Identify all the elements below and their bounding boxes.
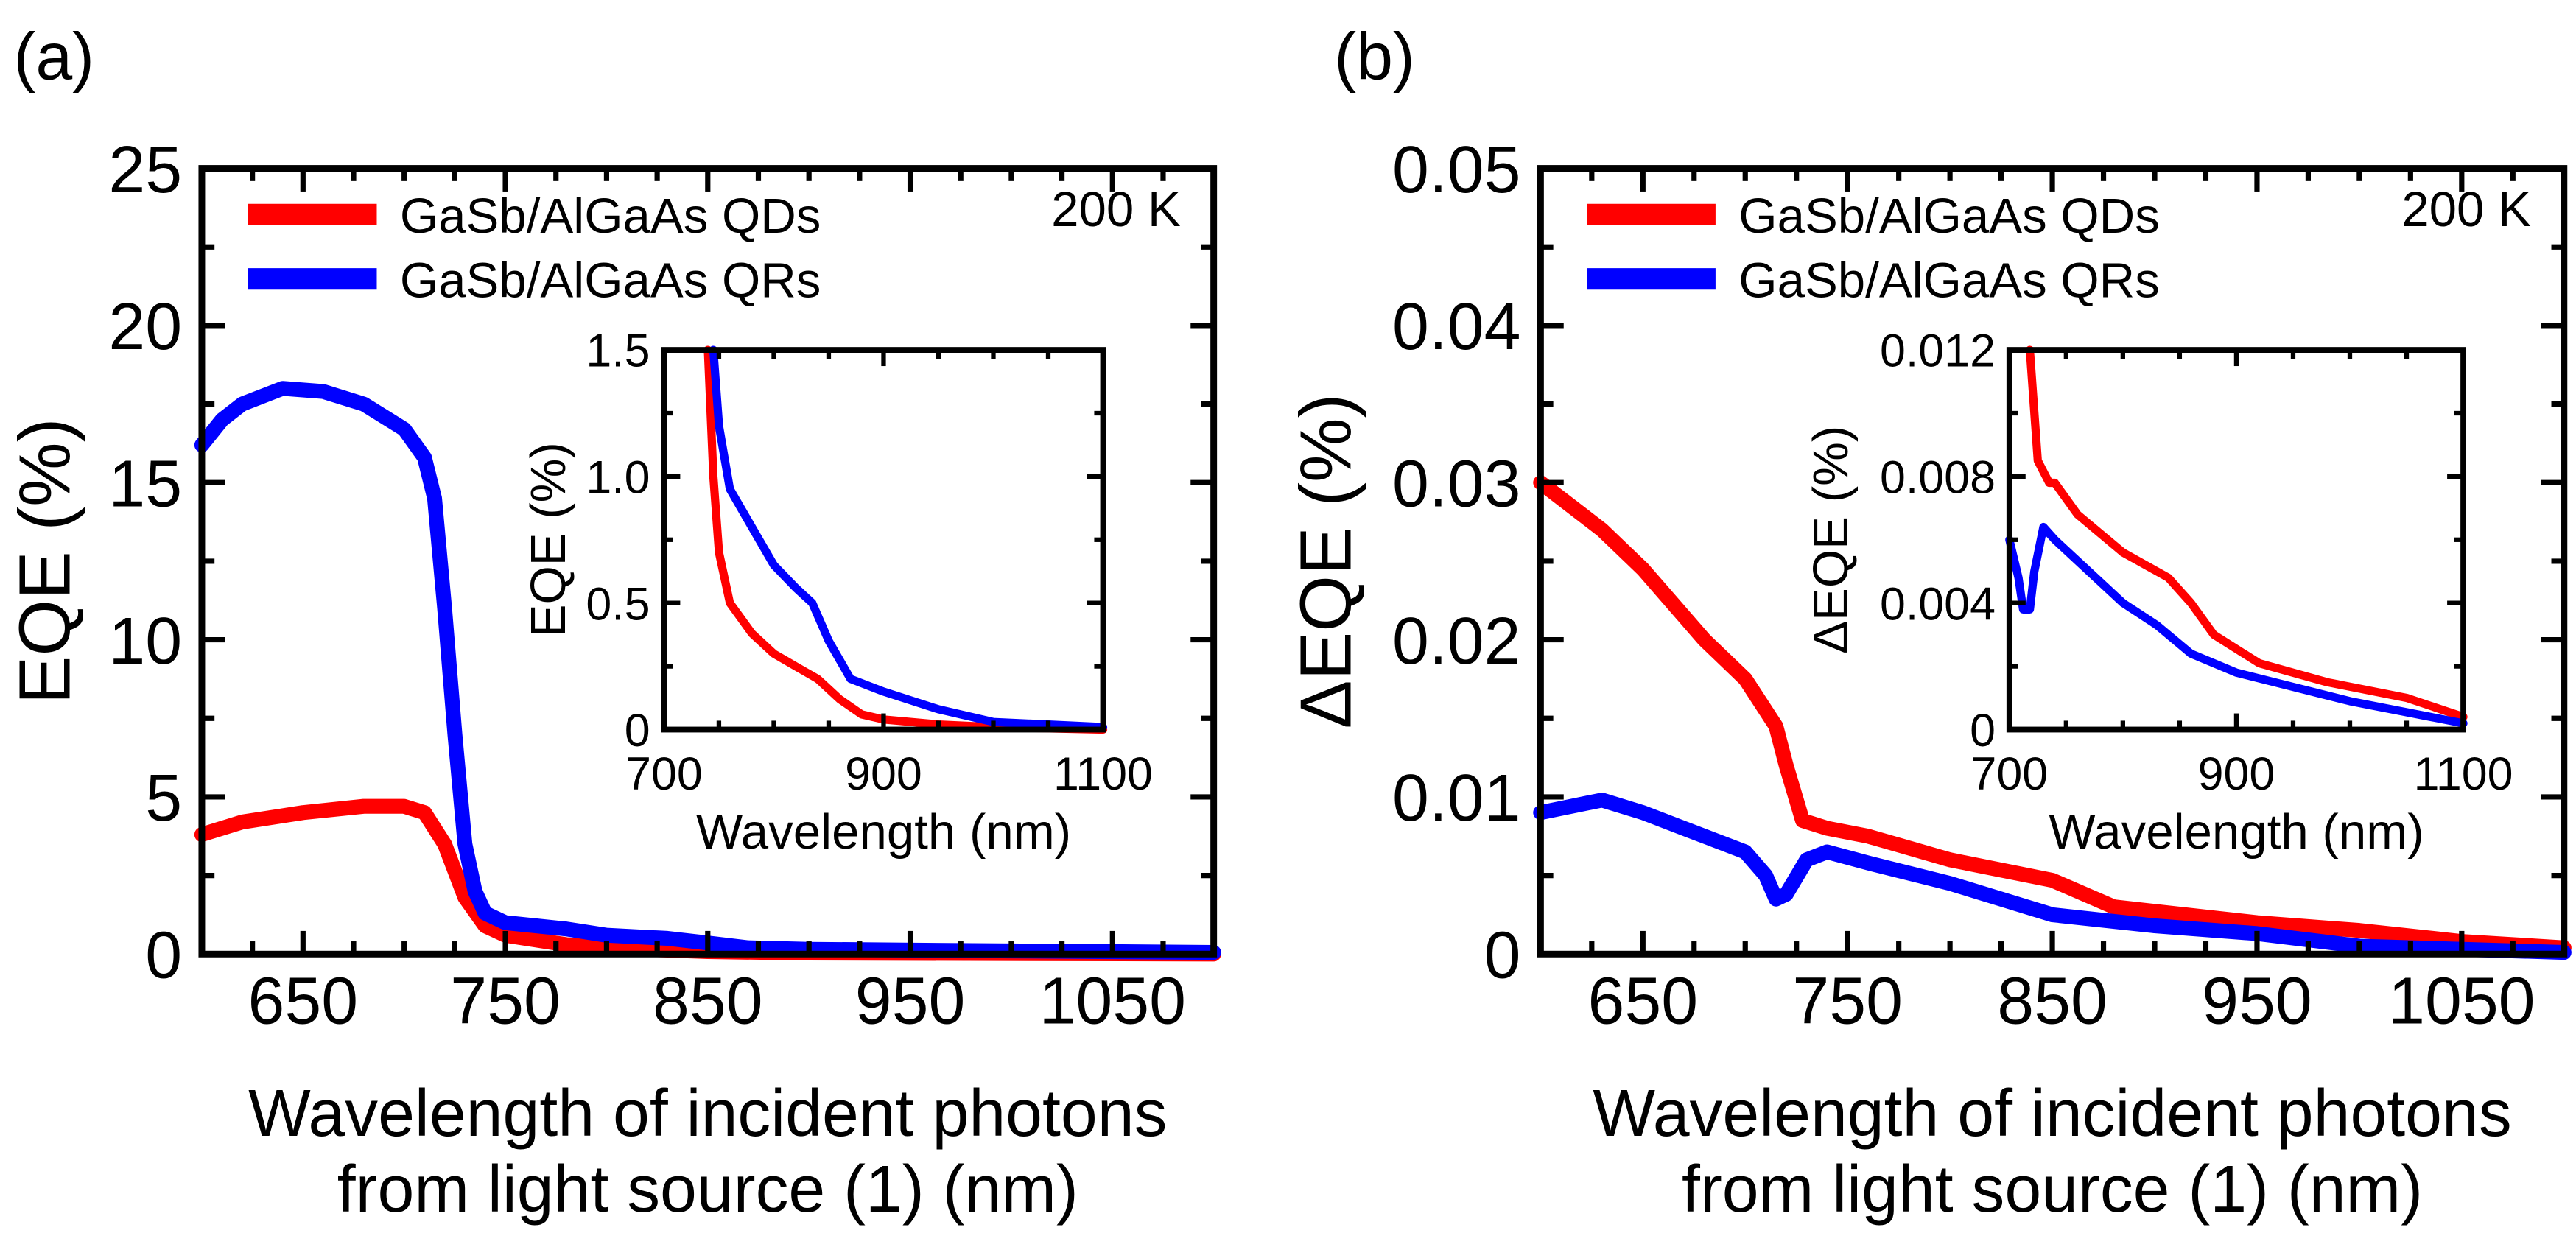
x-tick-label: 750 bbox=[450, 963, 561, 1037]
x-axis-label-line2: from light source (1) (nm) bbox=[1682, 1152, 2423, 1226]
y-tick-label: 0.02 bbox=[1392, 604, 1520, 678]
series-line-0 bbox=[194, 798, 1221, 962]
legend-label-1: GaSb/AlGaAs QRs bbox=[400, 253, 821, 308]
inset-x-tick-label: 900 bbox=[2198, 748, 2275, 800]
inset-background bbox=[664, 350, 1103, 730]
legend-label-1: GaSb/AlGaAs QRs bbox=[1738, 253, 2160, 308]
x-tick-label: 650 bbox=[1588, 963, 1699, 1037]
inset-series-line-0 bbox=[2025, 345, 2468, 721]
x-axis-label-line2: from light source (1) (nm) bbox=[337, 1152, 1078, 1226]
x-tick-label: 1050 bbox=[2388, 963, 2535, 1037]
inset-y-tick-label: 0.5 bbox=[586, 578, 650, 630]
panel-label: (b) bbox=[1334, 20, 1415, 94]
x-tick-label: 750 bbox=[1792, 963, 1903, 1037]
inset-x-tick-label: 1100 bbox=[2414, 748, 2513, 800]
inset-y-axis-label: ΔEQE (%) bbox=[1803, 426, 1859, 654]
x-tick-label: 1050 bbox=[1039, 963, 1186, 1037]
inset-plot: 700 900 1100 0 0.004 0.008 0.012 Wavelength (nm… bbox=[1803, 326, 2513, 860]
y-tick-label: 25 bbox=[108, 133, 182, 206]
inset-y-tick-label: 0.008 bbox=[1880, 452, 1996, 503]
y-tick-label: 0.04 bbox=[1392, 289, 1520, 363]
x-tick-label: 850 bbox=[1997, 963, 2108, 1037]
inset-x-tick-label: 900 bbox=[845, 748, 922, 800]
inset-x-tick-label: 700 bbox=[1970, 748, 2048, 800]
inset-x-tick-label: 1100 bbox=[1053, 748, 1153, 800]
series-line-0 bbox=[1533, 475, 2572, 955]
inset-background bbox=[2009, 350, 2464, 730]
inset-series-line-1 bbox=[2005, 522, 2468, 728]
x-tick-label: 950 bbox=[2202, 963, 2312, 1037]
x-tick-label: 650 bbox=[248, 963, 359, 1037]
x-axis-label-line1: Wavelength of incident photons bbox=[248, 1076, 1167, 1150]
inset-y-tick-label: 1.0 bbox=[586, 452, 650, 503]
y-tick-label: 10 bbox=[108, 604, 182, 678]
inset-y-tick-label: 0.012 bbox=[1880, 326, 1996, 377]
y-tick-label: 20 bbox=[108, 289, 182, 363]
y-tick-label: 5 bbox=[145, 761, 182, 835]
panel-b: (b) 650 750 850 950 1050 0 0.01 0.02 0.03 0.04 0.05… bbox=[1285, 20, 2572, 1226]
series-line-1 bbox=[1533, 793, 2572, 960]
x-tick-label: 850 bbox=[653, 963, 763, 1037]
y-axis-label: ΔEQE (%) bbox=[1285, 394, 1366, 729]
y-tick-label: 15 bbox=[108, 447, 182, 521]
y-tick-label: 0.01 bbox=[1392, 761, 1520, 835]
inset-plot: 700 900 1100 0 0.5 1.0 1.5 Wavelength (nm) EQE (… bbox=[521, 326, 1153, 860]
inset-y-tick-label: 0 bbox=[1970, 705, 1996, 756]
y-tick-label: 0 bbox=[1484, 918, 1521, 992]
inset-y-axis-label: EQE (%) bbox=[521, 442, 576, 637]
y-tick-label: 0.05 bbox=[1392, 133, 1520, 206]
inset-y-tick-label: 0 bbox=[625, 705, 650, 756]
y-axis-label: EQE (%) bbox=[4, 418, 85, 704]
legend-label-0: GaSb/AlGaAs QDs bbox=[400, 189, 821, 244]
inset-series-line-0 bbox=[703, 345, 1108, 734]
inset-x-axis-label: Wavelength (nm) bbox=[2049, 804, 2424, 860]
temperature-annotation: 200 K bbox=[2401, 182, 2531, 237]
x-tick-label: 950 bbox=[855, 963, 966, 1037]
series-line-1 bbox=[194, 381, 1221, 960]
y-tick-label: 0 bbox=[145, 918, 182, 992]
temperature-annotation: 200 K bbox=[1051, 182, 1181, 237]
panel-label: (a) bbox=[13, 20, 94, 94]
legend-label-0: GaSb/AlGaAs QDs bbox=[1738, 189, 2160, 244]
y-tick-label: 0.03 bbox=[1392, 447, 1520, 521]
panel-a: (a) 650 750 850 950 1050 0 5 10 15 20 25 Wavelength … bbox=[4, 20, 1221, 1226]
x-axis-label-line1: Wavelength of incident photons bbox=[1593, 1076, 2511, 1150]
inset-x-tick-label: 700 bbox=[625, 748, 703, 800]
inset-x-axis-label: Wavelength (nm) bbox=[696, 804, 1071, 860]
inset-series-line-1 bbox=[709, 345, 1108, 731]
inset-y-tick-label: 1.5 bbox=[586, 326, 650, 377]
inset-y-tick-label: 0.004 bbox=[1880, 578, 1996, 630]
